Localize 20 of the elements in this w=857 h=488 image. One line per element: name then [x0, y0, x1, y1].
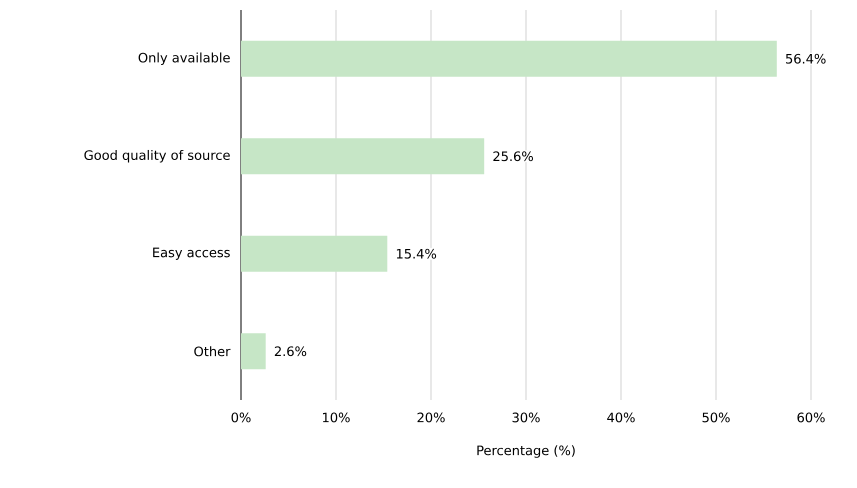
bar — [241, 333, 266, 370]
x-tick-label: 0% — [232, 412, 251, 422]
y-tick-label: Other — [194, 346, 230, 356]
x-tick-label: 30% — [512, 412, 540, 422]
bar — [241, 236, 388, 272]
y-tick-label: Good quality of source — [84, 150, 230, 163]
data-label: 2.6% — [274, 346, 306, 356]
x-tick-label: 20% — [418, 412, 445, 422]
data-label: 56.4% — [786, 54, 826, 64]
y-tick-label: Only available — [138, 52, 230, 66]
x-tick-label: 40% — [607, 412, 635, 422]
x-axis-title: Percentage (%) — [477, 445, 575, 458]
x-tick-label: 60% — [797, 412, 825, 422]
x-tick-label: 50% — [702, 412, 730, 422]
bar — [241, 138, 484, 174]
data-label: 15.4% — [396, 248, 436, 259]
data-label: 25.6% — [493, 151, 533, 162]
y-tick-label: Easy access — [153, 248, 230, 260]
x-tick-label: 10% — [322, 412, 350, 422]
bar — [241, 40, 777, 77]
